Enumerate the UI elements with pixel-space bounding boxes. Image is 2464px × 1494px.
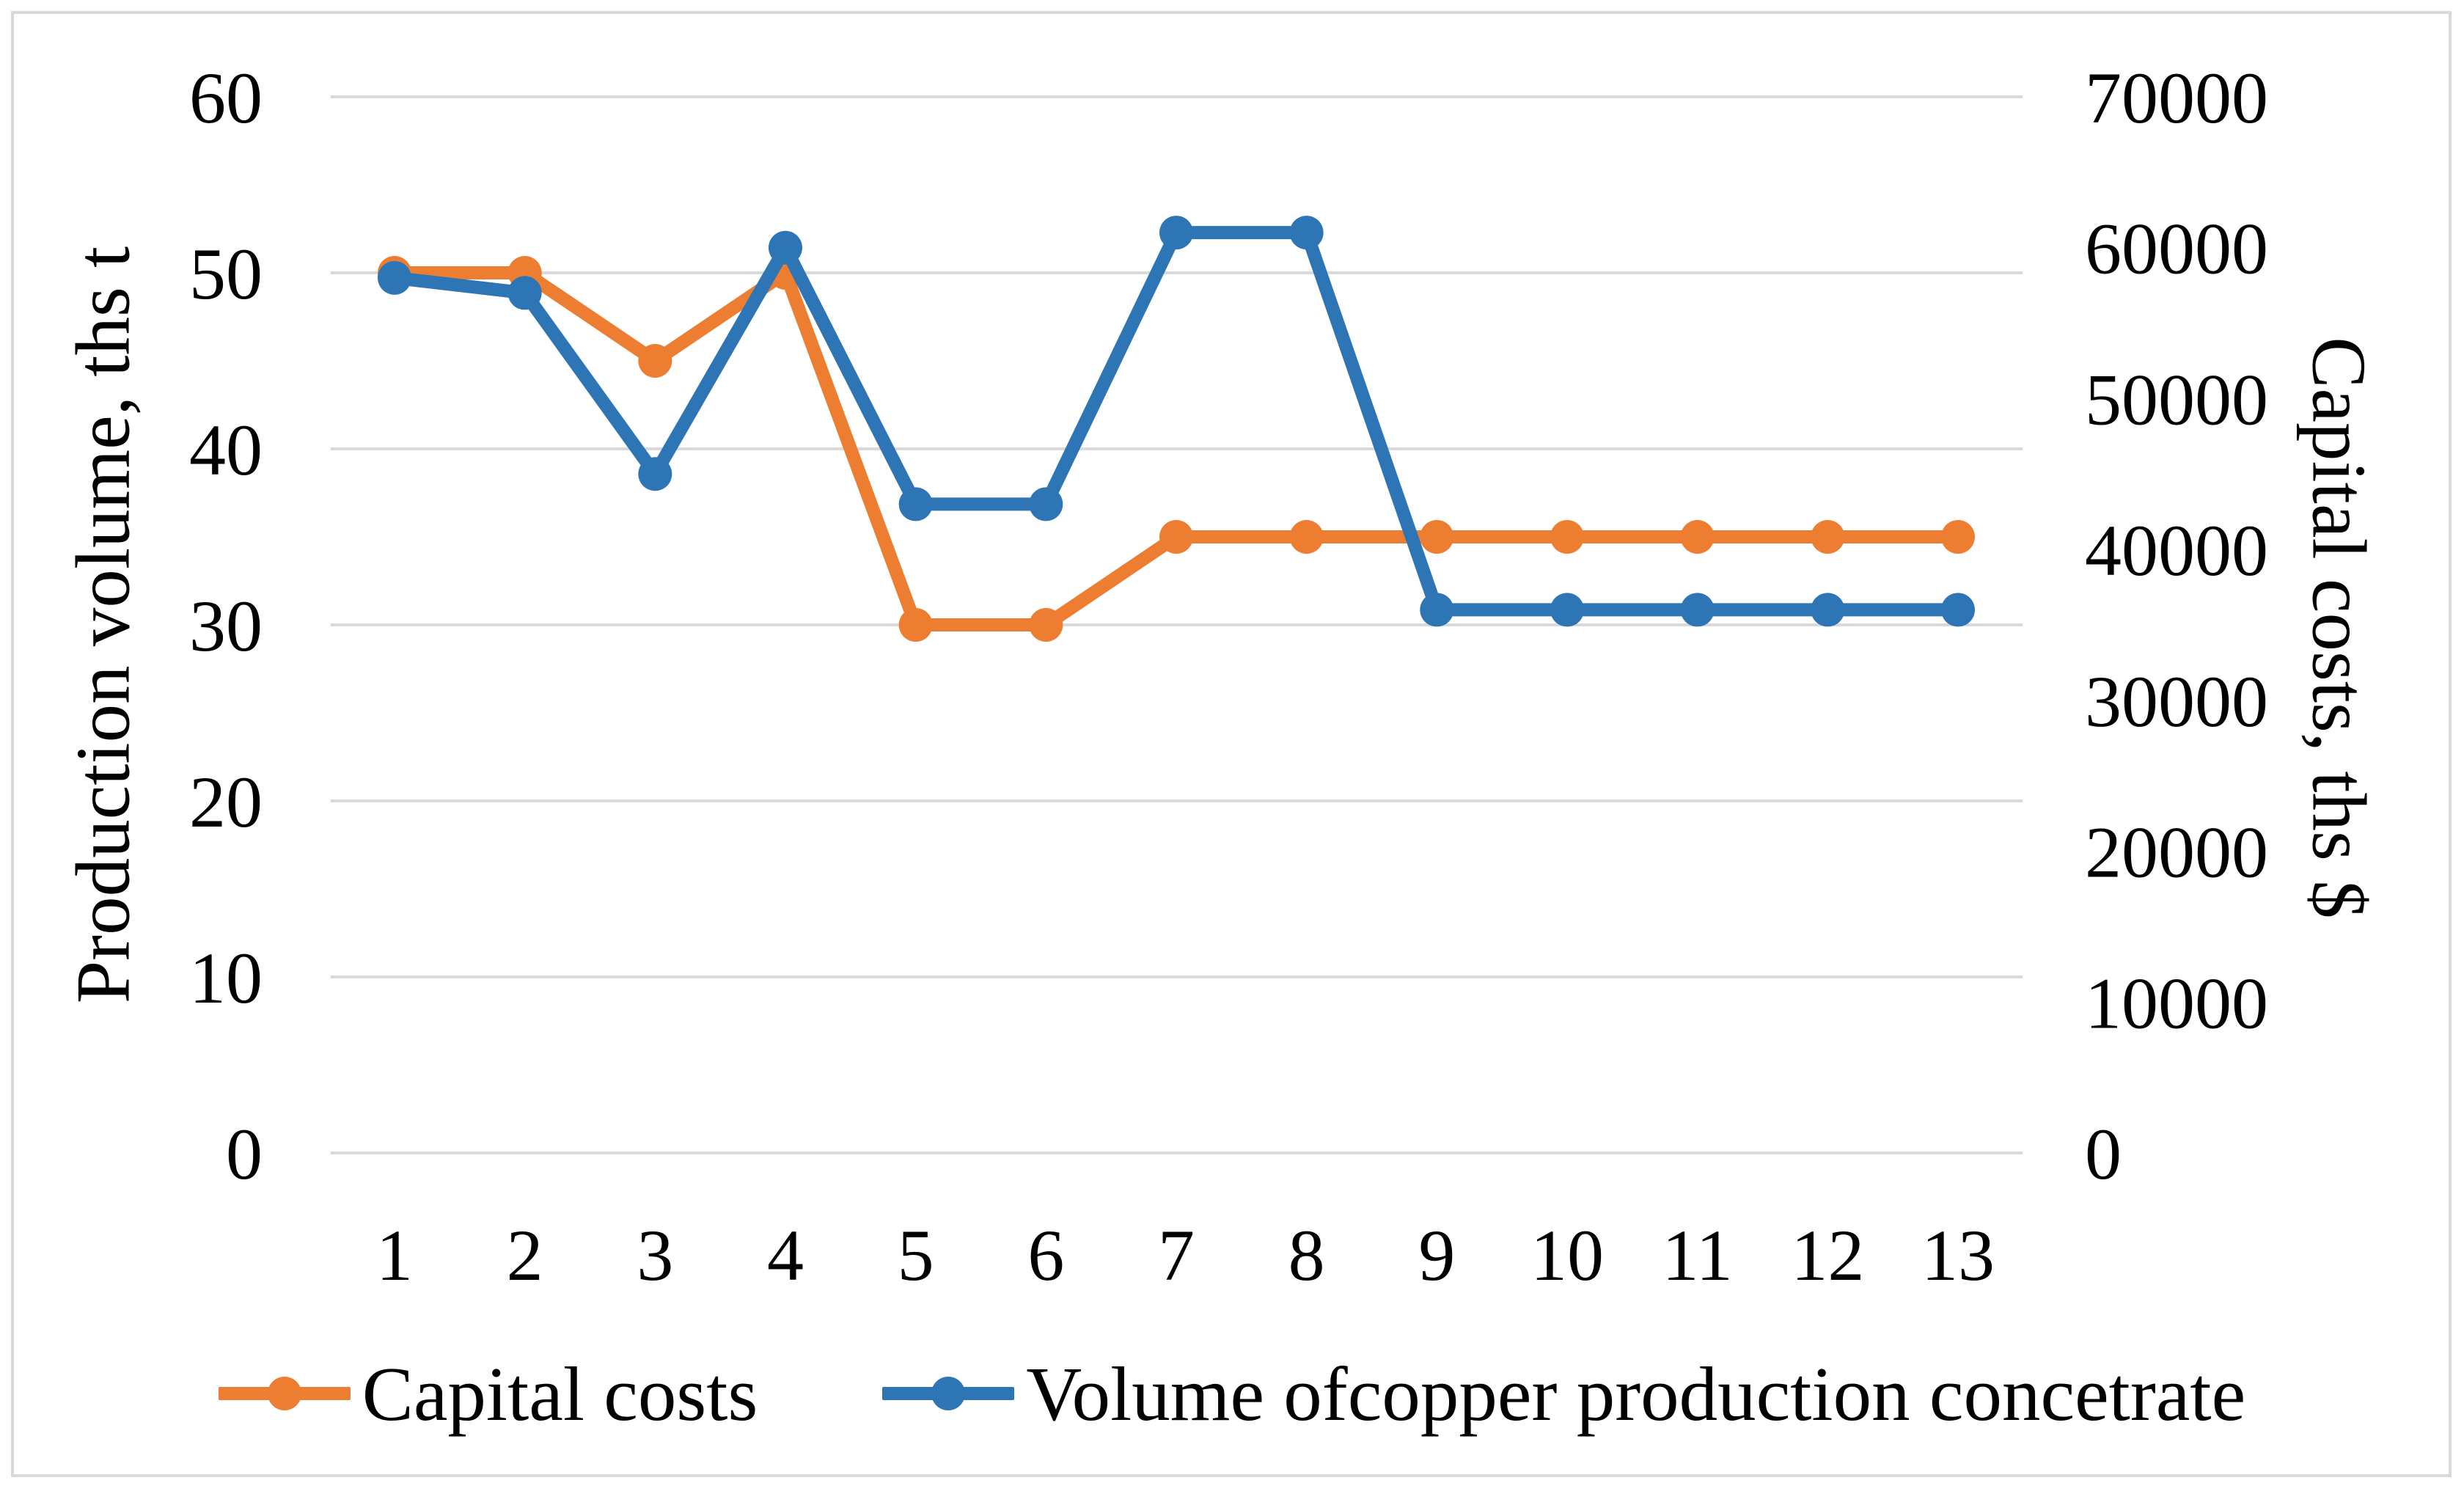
svg-text:60000: 60000 [2085, 208, 2268, 290]
svg-text:50000: 50000 [2085, 359, 2268, 440]
data-point-marker [1550, 593, 1584, 627]
svg-text:10: 10 [1530, 1215, 1604, 1296]
legend-marker-volume-icon [882, 1375, 1015, 1412]
data-point-marker [1550, 520, 1584, 554]
svg-text:70000: 70000 [2085, 57, 2268, 139]
data-point-marker [769, 230, 802, 265]
left-axis-title: Production volume, ths t [59, 246, 146, 1004]
series-volume [378, 216, 1975, 627]
data-point-marker [1811, 520, 1845, 554]
right-axis-tick-labels: 0 10000 20000 30000 40000 50000 60000 70000 [2085, 57, 2268, 1195]
data-point-marker [507, 276, 542, 310]
legend-label-capital-costs: Capital costs [362, 1350, 758, 1437]
svg-text:60: 60 [189, 57, 263, 139]
svg-text:0: 0 [226, 1113, 263, 1195]
svg-text:20000: 20000 [2085, 812, 2268, 893]
data-point-marker [638, 457, 672, 491]
svg-text:8: 8 [1288, 1215, 1325, 1296]
data-point-marker [378, 260, 411, 295]
legend-item-volume: Volume ofcopper production concetrate [882, 1355, 2245, 1432]
svg-text:9: 9 [1418, 1215, 1455, 1296]
data-point-marker [898, 608, 933, 642]
data-point-marker [1811, 593, 1845, 627]
data-point-marker [1159, 520, 1193, 554]
legend: Capital costs Volume ofcopper production… [0, 1348, 2464, 1439]
legend-label-volume: Volume ofcopper production concetrate [1026, 1350, 2246, 1437]
data-point-marker [1289, 216, 1324, 250]
data-point-marker [1159, 216, 1193, 250]
svg-text:40: 40 [189, 409, 263, 491]
data-point-marker [1680, 593, 1715, 627]
gridlines [331, 95, 2023, 1154]
x-axis-tick-labels: 1 2 3 4 5 6 7 8 9 10 11 12 13 [376, 1215, 1995, 1296]
data-point-marker [1029, 487, 1063, 521]
svg-text:7: 7 [1158, 1215, 1195, 1296]
data-point-marker [1941, 520, 1975, 554]
data-point-marker [1289, 520, 1324, 554]
data-point-marker [638, 344, 672, 378]
svg-text:4: 4 [767, 1215, 804, 1296]
svg-text:11: 11 [1662, 1215, 1733, 1296]
svg-text:2: 2 [507, 1215, 543, 1296]
data-point-marker [1420, 520, 1454, 554]
svg-text:1: 1 [376, 1215, 413, 1296]
svg-text:30000: 30000 [2085, 661, 2268, 742]
legend-marker-capital-costs-icon [218, 1375, 351, 1412]
data-point-marker [1029, 608, 1063, 642]
svg-text:13: 13 [1921, 1215, 1995, 1296]
svg-text:3: 3 [637, 1215, 673, 1296]
data-point-marker [1420, 593, 1454, 627]
svg-text:12: 12 [1791, 1215, 1864, 1296]
svg-text:5: 5 [898, 1215, 934, 1296]
legend-item-capital-costs: Capital costs [218, 1350, 758, 1437]
svg-text:40000: 40000 [2085, 510, 2268, 591]
svg-text:6: 6 [1027, 1215, 1064, 1296]
data-point-marker [898, 487, 933, 521]
left-axis-tick-labels: 0 10 20 30 40 50 60 [189, 57, 263, 1195]
svg-text:10: 10 [189, 937, 263, 1019]
data-point-marker [1680, 520, 1715, 554]
svg-text:50: 50 [189, 233, 263, 315]
right-axis-title: Capital costs, ths $ [2296, 337, 2383, 919]
svg-text:30: 30 [189, 585, 263, 667]
svg-text:20: 20 [189, 761, 263, 843]
svg-text:0: 0 [2085, 1113, 2122, 1195]
svg-text:10000: 10000 [2085, 962, 2268, 1044]
data-point-marker [1941, 593, 1975, 627]
